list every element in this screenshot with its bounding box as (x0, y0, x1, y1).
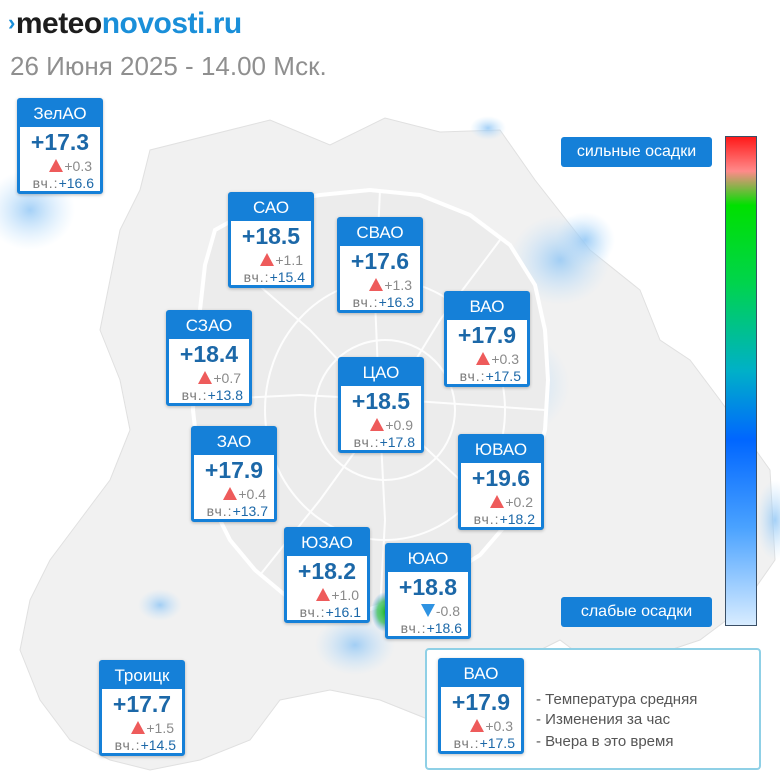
hourly-change: +0.3 (441, 718, 521, 734)
district-card-yuao[interactable]: ЮАО +18.8 -0.8 вч.:+18.6 (385, 543, 471, 639)
district-card-cao[interactable]: ЦАО +18.5 +0.9 вч.:+17.8 (338, 357, 424, 453)
district-temperature: +17.9 (457, 322, 517, 348)
district-card-troick[interactable]: Троицк +17.7 +1.5 вч.:+14.5 (99, 660, 185, 756)
district-name: ЮАО (388, 546, 468, 572)
district-card-zao[interactable]: ЗАО +17.9 +0.4 вч.:+13.7 (191, 426, 277, 522)
district-name: ВАО (447, 294, 527, 320)
district-name: САО (231, 195, 311, 221)
yesterday-value: вч.:+13.8 (181, 387, 243, 403)
precipitation-scale-bar (725, 136, 757, 626)
legend-sample-card: ВАО +17.9 +0.3 вч.:+17.5 (438, 658, 524, 754)
legend-item-yesterday: - Вчера в это время (536, 733, 674, 750)
rise-arrow-icon (369, 278, 384, 291)
rise-arrow-icon (476, 352, 491, 365)
district-name: ЗелАО (20, 101, 100, 127)
district-name: ЦАО (341, 360, 421, 386)
hourly-change: +1.3 (340, 277, 420, 293)
district-temperature: +17.3 (30, 129, 90, 155)
district-card-sao[interactable]: САО +18.5 +1.1 вч.:+15.4 (228, 192, 314, 288)
logo-suffix: novosti.ru (101, 7, 243, 40)
yesterday-value: вч.:+17.5 (453, 735, 515, 751)
hourly-change: +0.4 (194, 486, 274, 502)
district-temperature: +18.8 (398, 574, 458, 600)
district-temperature: +19.6 (471, 465, 531, 491)
hourly-change: +0.9 (341, 417, 421, 433)
hourly-change: +0.3 (447, 351, 527, 367)
forecast-date: 26 Июня 2025 - 14.00 Мск. (10, 51, 327, 81)
logo-mark-icon: › (8, 10, 15, 35)
yesterday-value: вч.:+18.6 (400, 620, 462, 636)
district-name: ЮВАО (461, 437, 541, 463)
district-card-svao[interactable]: СВАО +17.6 +1.3 вч.:+16.3 (337, 217, 423, 313)
district-temperature: +17.6 (350, 248, 410, 274)
district-card-szao[interactable]: СЗАО +18.4 +0.7 вч.:+13.8 (166, 310, 252, 406)
rise-arrow-icon (198, 371, 213, 384)
district-name: Троицк (102, 663, 182, 689)
hourly-change: +0.3 (20, 158, 100, 174)
district-name: ЮЗАО (287, 530, 367, 556)
district-temperature: +17.9 (204, 457, 264, 483)
district-card-vao[interactable]: ВАО +17.9 +0.3 вч.:+17.5 (444, 291, 530, 387)
legend-item-temperature: - Температура средняя (536, 691, 698, 708)
rise-arrow-icon (490, 495, 505, 508)
district-temperature: +18.2 (297, 558, 357, 584)
legend-item-change: - Изменения за час (536, 711, 671, 728)
district-temperature: +18.4 (179, 341, 239, 367)
hourly-change: +0.2 (461, 494, 541, 510)
district-card-zelao[interactable]: ЗелАО +17.3 +0.3 вч.:+16.6 (17, 98, 103, 194)
light-precip-label: слабые осадки (561, 597, 712, 627)
hourly-change: +1.5 (102, 720, 182, 736)
yesterday-value: вч.:+16.1 (299, 604, 361, 620)
rise-arrow-icon (370, 418, 385, 431)
hourly-change: +1.1 (231, 252, 311, 268)
yesterday-value: вч.:+16.6 (32, 175, 94, 191)
heavy-precip-label: сильные осадки (561, 137, 712, 167)
district-name: СЗАО (169, 313, 249, 339)
rise-arrow-icon (131, 721, 146, 734)
district-name: ВАО (441, 661, 521, 687)
district-temperature: +18.5 (351, 388, 411, 414)
yesterday-value: вч.:+16.3 (352, 294, 414, 310)
rise-arrow-icon (223, 487, 238, 500)
yesterday-value: вч.:+14.5 (114, 737, 176, 753)
yesterday-value: вч.:+13.7 (206, 503, 268, 519)
yesterday-value: вч.:+17.5 (459, 368, 521, 384)
rise-arrow-icon (49, 159, 64, 172)
hourly-change: +0.7 (169, 370, 249, 386)
yesterday-value: вч.:+17.8 (353, 434, 415, 450)
rise-arrow-icon (470, 719, 485, 732)
yesterday-value: вч.:+18.2 (473, 511, 535, 527)
logo-prefix: meteo (15, 7, 102, 40)
district-card-yuvao[interactable]: ЮВАО +19.6 +0.2 вч.:+18.2 (458, 434, 544, 530)
hourly-change: -0.8 (388, 603, 468, 619)
district-card-yuzao[interactable]: ЮЗАО +18.2 +1.0 вч.:+16.1 (284, 527, 370, 623)
district-name: СВАО (340, 220, 420, 246)
district-name: ЗАО (194, 429, 274, 455)
rise-arrow-icon (316, 588, 331, 601)
rise-arrow-icon (260, 253, 275, 266)
fall-arrow-icon (420, 604, 435, 617)
district-temperature: +17.9 (451, 689, 511, 715)
hourly-change: +1.0 (287, 587, 367, 603)
district-temperature: +18.5 (241, 223, 301, 249)
yesterday-value: вч.:+15.4 (243, 269, 305, 285)
district-temperature: +17.7 (112, 691, 172, 717)
site-logo[interactable]: ›meteonovosti.ru (8, 6, 242, 44)
